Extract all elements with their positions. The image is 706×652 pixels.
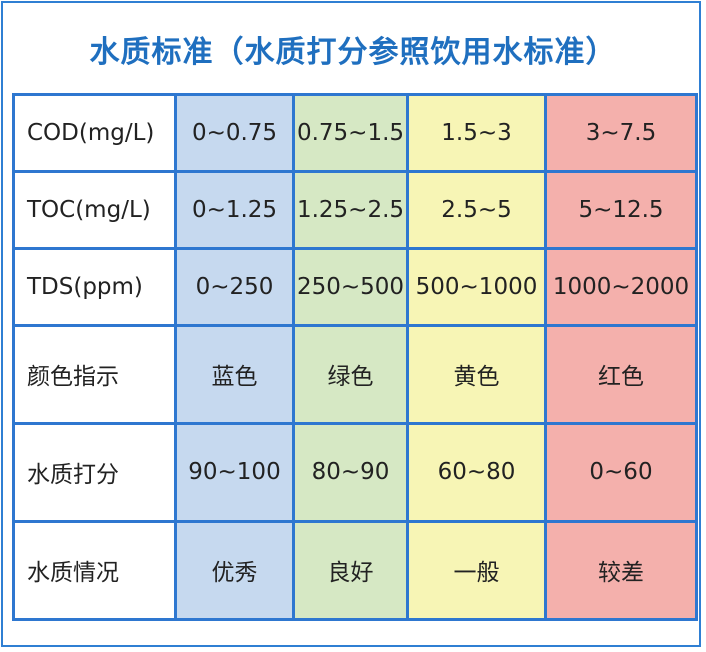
cod-green-cell: 0.75~1.5 xyxy=(292,93,409,173)
toc-blue-cell: 0~1.25 xyxy=(174,169,295,250)
water-quality-table: COD(mg/L) 0~0.75 0.75~1.5 1.5~3 3~7.5 TO… xyxy=(12,93,698,622)
table-row-quality: 水质情况 优秀 良好 一般 较差 xyxy=(12,519,698,622)
tds-blue-cell: 0~250 xyxy=(174,246,295,327)
quality-green-cell: 良好 xyxy=(292,519,409,622)
color-green-cell: 绿色 xyxy=(292,323,409,425)
color-yellow-cell: 黄色 xyxy=(406,323,547,425)
color-red-cell: 红色 xyxy=(544,323,698,425)
cod-red-cell: 3~7.5 xyxy=(544,93,698,173)
score-blue-cell: 90~100 xyxy=(174,421,295,523)
quality-red-cell: 较差 xyxy=(544,519,698,622)
table-row-toc: TOC(mg/L) 0~1.25 1.25~2.5 2.5~5 5~12.5 xyxy=(12,169,698,250)
row-label-quality: 水质情况 xyxy=(12,519,177,622)
row-label-score: 水质打分 xyxy=(12,421,177,523)
color-blue-cell: 蓝色 xyxy=(174,323,295,425)
page-title: 水质标准（水质打分参照饮用水标准） xyxy=(89,35,617,70)
row-label-tds: TDS(ppm) xyxy=(12,246,177,327)
quality-yellow-cell: 一般 xyxy=(406,519,547,622)
row-label-cod: COD(mg/L) xyxy=(12,93,177,173)
tds-green-cell: 250~500 xyxy=(292,246,409,327)
cod-blue-cell: 0~0.75 xyxy=(174,93,295,173)
tds-yellow-cell: 500~1000 xyxy=(406,246,547,327)
toc-red-cell: 5~12.5 xyxy=(544,169,698,250)
table-row-color: 颜色指示 蓝色 绿色 黄色 红色 xyxy=(12,323,698,425)
table-row-tds: TDS(ppm) 0~250 250~500 500~1000 1000~200… xyxy=(12,246,698,327)
toc-green-cell: 1.25~2.5 xyxy=(292,169,409,250)
table-row-cod: COD(mg/L) 0~0.75 0.75~1.5 1.5~3 3~7.5 xyxy=(12,93,698,173)
tds-red-cell: 1000~2000 xyxy=(544,246,698,327)
toc-yellow-cell: 2.5~5 xyxy=(406,169,547,250)
cod-yellow-cell: 1.5~3 xyxy=(406,93,547,173)
score-green-cell: 80~90 xyxy=(292,421,409,523)
score-yellow-cell: 60~80 xyxy=(406,421,547,523)
row-label-color: 颜色指示 xyxy=(12,323,177,425)
quality-blue-cell: 优秀 xyxy=(174,519,295,622)
row-label-toc: TOC(mg/L) xyxy=(12,169,177,250)
score-red-cell: 0~60 xyxy=(544,421,698,523)
table-row-score: 水质打分 90~100 80~90 60~80 0~60 xyxy=(12,421,698,523)
